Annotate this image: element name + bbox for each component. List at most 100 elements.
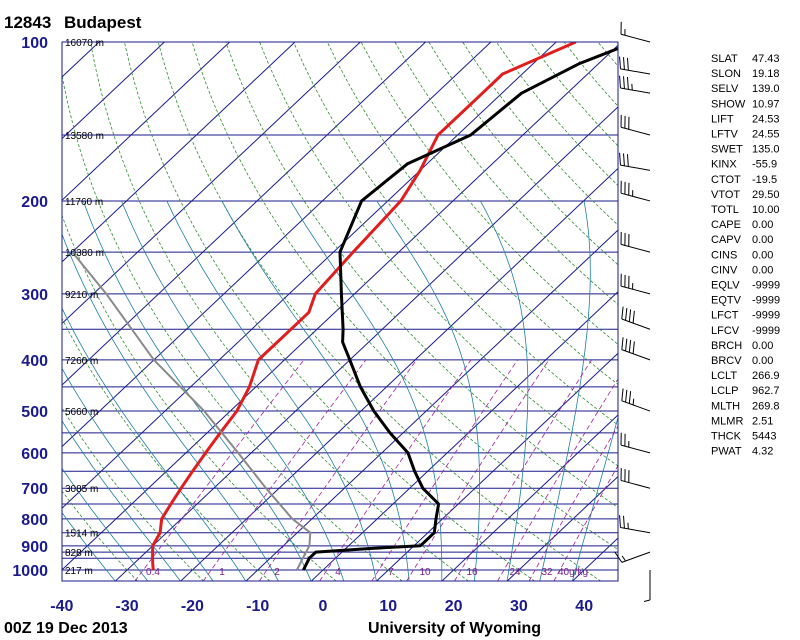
wind-barb (620, 231, 651, 253)
index-key: SLAT (711, 53, 738, 65)
height-label: 3085 m (65, 484, 98, 495)
isotherm-line (62, 42, 492, 448)
plot-frame (61, 41, 619, 582)
wind-barb (621, 337, 651, 361)
mixing-ratio-label: 4 (335, 567, 341, 578)
moist-adiabat-line (62, 307, 247, 581)
index-value: 24.55 (752, 129, 780, 141)
mixing-ratio-label: 2 (274, 567, 280, 578)
pressure-tick-label: 100 (21, 35, 48, 52)
index-key: EQLV (711, 280, 740, 292)
index-key: MLMR (711, 415, 743, 427)
pressure-tick-label: 400 (21, 353, 48, 370)
index-value: 19.18 (752, 68, 780, 80)
mixing-ratio-line (528, 425, 618, 581)
moist-adiabat-line (290, 200, 443, 581)
temperature-tick-label: -20 (181, 598, 204, 615)
isotherm-line (310, 291, 618, 581)
temperature-profile (302, 46, 618, 571)
pressure-tick-label: 800 (21, 512, 48, 529)
index-value: 0.00 (752, 219, 773, 231)
wind-barb (619, 152, 651, 171)
isotherm-line (0, 42, 34, 581)
dry-adiabat-line (62, 490, 138, 581)
wind-barb-staff (620, 479, 651, 489)
index-value: 4.32 (752, 446, 773, 458)
index-key: SWET (711, 144, 743, 156)
index-value: -19.5 (752, 174, 777, 186)
wind-barb-flag (628, 309, 632, 322)
index-value: 135.0 (752, 144, 780, 156)
index-key: CINV (711, 264, 738, 276)
temperature-tick-label: 10 (379, 598, 397, 615)
index-value: 10.97 (752, 98, 780, 110)
index-key: LIFT (711, 113, 734, 125)
mixing-ratio-label: 16 (466, 567, 478, 578)
moist-adiabat-line (82, 200, 312, 581)
index-value: 0.00 (752, 264, 773, 276)
sounding-indices: SLAT 47.43 SLON 19.18 SELV 139.0 SHOW 10.97 LIFT… (711, 53, 780, 458)
pressure-tick-label: 200 (21, 194, 48, 211)
wind-barb-half-flag (632, 398, 635, 405)
wind-barb-flag (623, 153, 625, 166)
wind-barb-half-flag (643, 599, 651, 602)
index-key: THCK (711, 431, 742, 443)
index-value: 266.9 (752, 370, 780, 382)
wind-barb-half-flag (621, 555, 626, 562)
mixing-ratio-line (202, 359, 367, 581)
sounding-profiles (71, 42, 618, 571)
index-value: 0.00 (752, 340, 773, 352)
moist-adiabat-line (221, 200, 410, 581)
wind-barb-staff (620, 87, 651, 94)
index-key: TOTL (711, 204, 739, 216)
wind-barb (620, 21, 651, 43)
height-label: 1514 m (65, 529, 98, 540)
wind-barb-flag (626, 76, 629, 90)
dry-adiabat-line (191, 42, 618, 550)
wind-barb-flag (614, 551, 623, 563)
isotherm-line (180, 167, 618, 581)
wind-barb (620, 273, 651, 295)
moist-adiabat-line (539, 200, 591, 581)
wind-barb-flag (623, 57, 625, 70)
wind-barb-staff (621, 349, 651, 361)
isotherm-line (62, 42, 165, 140)
wind-barb (643, 570, 651, 602)
index-key: PWAT (711, 446, 742, 458)
index-value: -9999 (752, 295, 780, 307)
index-key: SHOW (711, 98, 746, 110)
index-key: VTOT (711, 189, 740, 201)
wind-barb-staff (620, 527, 651, 534)
index-value: 2.51 (752, 415, 773, 427)
index-value: 139.0 (752, 83, 780, 95)
isotherm-line (441, 414, 618, 581)
mixing-ratio-line (319, 359, 472, 581)
wind-barb (619, 56, 651, 75)
wind-barb-flag (619, 75, 621, 88)
index-value: -9999 (752, 325, 780, 337)
index-value: -9999 (752, 310, 780, 322)
moist-adiabat-line (62, 467, 149, 581)
isotherm-line (245, 229, 618, 581)
temperature-tick-label: 20 (445, 598, 463, 615)
wind-barbs (614, 21, 651, 602)
index-key: EQTV (711, 295, 742, 307)
wind-barb-flag (626, 57, 629, 71)
index-key: BRCH (711, 340, 742, 352)
isotherm-line (62, 42, 557, 509)
wind-barb-flag (621, 337, 624, 350)
dry-adiabat-line (293, 42, 618, 426)
index-value: -9999 (752, 280, 780, 292)
wind-barb-flag (625, 308, 628, 321)
index-value: 0.00 (752, 249, 773, 261)
index-value: 962.7 (752, 385, 780, 397)
mixing-ratio-line (553, 464, 618, 581)
wind-barb-flag (619, 515, 621, 528)
dry-adiabat-line (462, 42, 618, 226)
index-key: CAPV (711, 234, 742, 246)
pressure-tick-label: 500 (21, 404, 48, 421)
height-label: 16070 m (65, 38, 104, 49)
moist-adiabat-line (571, 415, 618, 581)
station-name: Budapest (64, 13, 142, 32)
isotherm-line (62, 42, 426, 386)
